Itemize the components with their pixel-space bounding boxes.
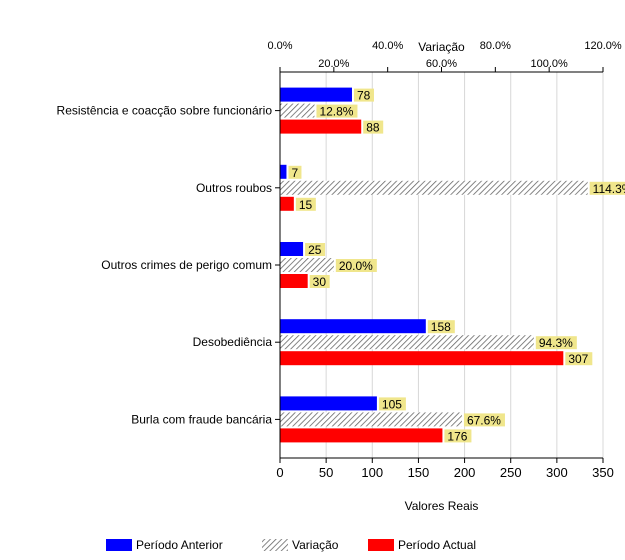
axes: Variação 0.0% 20.0% 40.0% 60.0% 80.0% 100.0% 12… (57, 40, 622, 513)
bar (280, 119, 362, 134)
data-label-bg (295, 197, 316, 211)
data-label: 25 (308, 243, 322, 257)
category-label: Resistência e coacção sobre funcionário (57, 104, 273, 118)
category-label: Desobediência (193, 335, 273, 349)
bottom-tick-label: 200 (454, 465, 476, 480)
bar (280, 164, 287, 179)
data-label-bg (589, 181, 625, 195)
data-label: 94.3% (539, 336, 573, 350)
data-label-bg (444, 429, 472, 443)
data-label-bg (335, 259, 377, 272)
bar (280, 87, 352, 102)
data-label: 307 (568, 352, 588, 366)
legend-swatch (262, 539, 288, 551)
data-label: 105 (382, 397, 402, 411)
data-label: 78 (357, 89, 371, 103)
data-label-bg (363, 120, 384, 134)
x-axis-title: Valores Reais (405, 499, 479, 513)
data-label-bg (565, 352, 593, 366)
bar (280, 412, 462, 427)
data-label-bg (305, 243, 326, 256)
data-label-bg (535, 336, 577, 350)
bar (280, 103, 315, 118)
data-label: 15 (299, 198, 313, 212)
bar (280, 242, 304, 256)
top-tick-label: 80.0% (480, 40, 511, 52)
bottom-tick-label: 100 (361, 465, 383, 480)
data-label: 176 (447, 429, 467, 443)
bottom-tick-label: 250 (500, 465, 522, 480)
category-label: Burla com fraude bancária (131, 412, 272, 426)
top-tick-label: 0.0% (267, 40, 292, 52)
bar (280, 335, 534, 350)
legend-label: Período Anterior (136, 538, 223, 552)
data-label: 30 (313, 275, 327, 289)
bar (280, 351, 564, 366)
legend-label: Variação (292, 538, 339, 552)
legend-swatch (106, 539, 132, 551)
legend-swatch (368, 539, 394, 551)
data-label: 20.0% (339, 259, 373, 273)
bars (280, 87, 588, 443)
bar (280, 319, 426, 334)
bar (280, 180, 588, 195)
data-label-bg (353, 88, 374, 102)
bar (280, 196, 294, 211)
top-tick-label: 40.0% (372, 40, 403, 52)
bottom-tick-label: 150 (408, 465, 430, 480)
data-labels: 78 12.8% 88 7 114.3% 15 25 20.0% 30 158 94.3% 307 10… (288, 88, 625, 443)
data-label-bg (378, 397, 406, 411)
bar (280, 396, 377, 411)
bottom-tick-label: 0 (276, 465, 283, 480)
top-axis-title: Variação (418, 40, 465, 54)
data-label: 12.8% (319, 105, 353, 119)
category-label: Outros crimes de perigo comum (101, 258, 272, 272)
top-tick-label: 20.0% (318, 58, 349, 70)
data-label: 7 (291, 166, 298, 180)
data-label: 67.6% (467, 413, 501, 427)
bottom-tick-label: 350 (592, 465, 614, 480)
data-label: 158 (431, 320, 451, 334)
data-label-bg (288, 165, 302, 179)
top-tick-label: 60.0% (426, 58, 457, 70)
category-label: Outros roubos (196, 181, 272, 195)
legend: Período Anterior Variação Período Actual (106, 538, 476, 552)
data-label-bg (316, 104, 358, 118)
data-label: 114.3% (593, 182, 625, 196)
data-label: 88 (366, 121, 380, 135)
legend-label: Período Actual (398, 538, 476, 552)
top-tick-label: 100.0% (531, 58, 569, 70)
data-label-bg (463, 413, 505, 427)
bar (280, 428, 443, 443)
bottom-tick-label: 50 (319, 465, 333, 480)
data-label-bg (427, 320, 455, 334)
data-label-bg (309, 275, 330, 288)
gridlines (325, 72, 604, 458)
top-tick-label: 120.0% (584, 40, 622, 52)
bar (280, 258, 334, 272)
bottom-tick-label: 300 (546, 465, 568, 480)
bar (280, 274, 308, 288)
